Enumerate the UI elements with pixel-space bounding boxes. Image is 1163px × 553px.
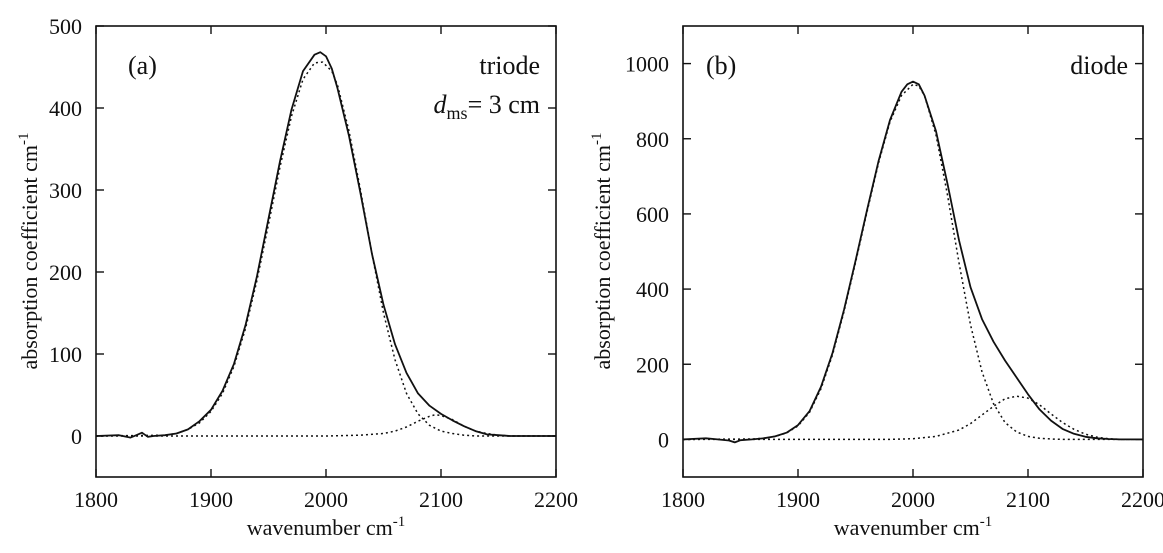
plot-frame	[683, 26, 1143, 477]
y-tick-label: 300	[49, 178, 82, 203]
device-label: triode	[479, 51, 540, 80]
y-tick-label: 0	[658, 427, 669, 452]
x-tick-label: 2200	[1121, 487, 1163, 512]
x-tick-label: 2100	[419, 487, 463, 512]
y-tick-label: 200	[636, 352, 669, 377]
y-axis-title: absorption coefficient cm-1	[16, 133, 42, 370]
panel-label: (b)	[706, 51, 736, 80]
fitted-component-line-1	[683, 84, 1143, 439]
y-tick-label: 500	[49, 14, 82, 39]
device-label: diode	[1070, 51, 1128, 80]
x-tick-label: 2200	[534, 487, 578, 512]
x-axis-title-text: wavenumber cm	[834, 515, 980, 540]
panel-label: (a)	[128, 51, 157, 80]
y-axis-title-exponent: -1	[589, 133, 605, 146]
series-layer	[683, 82, 1143, 443]
y-axis-title-text: absorption coefficient cm	[590, 145, 615, 369]
x-axis-title-text: wavenumber cm	[247, 515, 393, 540]
y-tick-label: 1000	[625, 52, 669, 77]
y-tick-label: 200	[49, 260, 82, 285]
y-tick-label: 800	[636, 127, 669, 152]
x-tick-label: 1900	[776, 487, 820, 512]
chart-panel-b: 1800 1900 2000 2100 2200 0 200 400 600 800 1000 (b…	[589, 26, 1163, 540]
x-tick-label: 2000	[891, 487, 935, 512]
x-axis-title: wavenumber cm-1	[247, 514, 406, 540]
distance-value: = 3 cm	[468, 90, 540, 119]
x-tick-label: 1800	[661, 487, 705, 512]
y-tick-label: 400	[636, 277, 669, 302]
fitted-component-line-2	[96, 415, 556, 436]
x-axis-title-exponent: -1	[393, 514, 406, 530]
y-tick-label: 600	[636, 202, 669, 227]
x-tick-label: 2100	[1006, 487, 1050, 512]
y-tick-label: 400	[49, 96, 82, 121]
x-axis-title-exponent: -1	[980, 514, 993, 530]
distance-subscript: ms	[447, 103, 468, 123]
x-tick-label: 1900	[189, 487, 233, 512]
distance-symbol: d	[434, 90, 448, 119]
x-axis-title: wavenumber cm-1	[834, 514, 993, 540]
chart-panel-a: 1800 1900 2000 2100 2200 0 100 200 300 400 500 (a)…	[16, 14, 578, 540]
distance-annotation: dms= 3 cm	[434, 90, 540, 123]
y-axis-title-exponent: -1	[16, 133, 32, 146]
x-tick-label: 2000	[304, 487, 348, 512]
y-axis-title-text: absorption coefficient cm	[17, 145, 42, 369]
x-tick-label: 1800	[74, 487, 118, 512]
y-tick-label: 0	[71, 424, 82, 449]
measured-spectrum-line	[683, 82, 1143, 443]
y-axis-title: absorption coefficient cm-1	[589, 133, 615, 370]
y-tick-label: 100	[49, 342, 82, 367]
